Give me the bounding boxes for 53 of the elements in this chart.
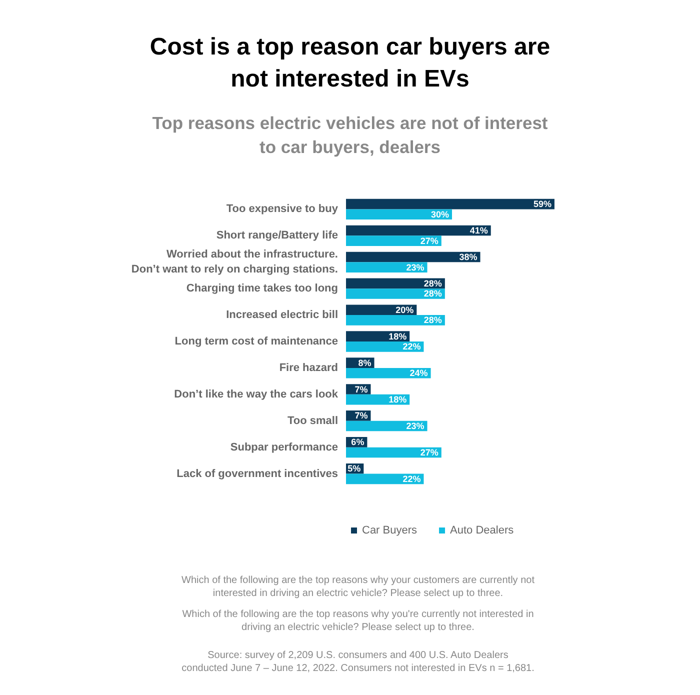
bar <box>346 252 480 262</box>
bar <box>346 236 442 246</box>
data-label: 22% <box>402 474 421 484</box>
y-tick-label: Worried about the infrastructure. Don’t want to rely on charging stations. <box>131 248 338 276</box>
data-label: 24% <box>410 368 428 378</box>
data-label: 6% <box>351 437 364 448</box>
bar <box>346 304 417 316</box>
data-label: 27% <box>420 447 438 458</box>
y-tick-label: Subpar performance <box>230 441 338 454</box>
data-label: 7% <box>354 384 368 394</box>
chart-title: Cost is a top reason car buyers are not interested in EVs <box>150 34 550 92</box>
data-label: 23% <box>406 421 424 432</box>
data-label: 28% <box>424 315 442 326</box>
bar <box>346 368 431 378</box>
bar <box>346 447 442 458</box>
y-tick-label: Charging time takes too long <box>186 282 338 295</box>
data-label: 18% <box>388 394 407 405</box>
y-tick-label: Fire hazard <box>279 362 338 374</box>
data-label: 30% <box>430 209 449 220</box>
data-label: 59% <box>533 199 552 210</box>
y-tick-label: Don’t like the way the cars look <box>174 388 339 400</box>
bar <box>346 225 491 236</box>
bar <box>346 209 452 220</box>
data-label: 38% <box>459 252 478 262</box>
bar <box>346 342 424 352</box>
bar <box>346 331 410 342</box>
data-label: 28% <box>424 288 442 299</box>
data-label: 5% <box>348 464 361 474</box>
data-label: 28% <box>424 278 442 288</box>
source-note: Source: survey of 2,209 U.S. consumers and 400 U.S. Auto Dealers conducted June 7 – June 12, 2022. Consumers not interested in EVs n = 1,681. <box>182 650 534 674</box>
data-label: 7% <box>354 410 368 421</box>
y-tick-label: Too expensive to buy <box>226 203 339 216</box>
data-label: 41% <box>470 226 488 236</box>
data-label: 20% <box>396 304 414 315</box>
data-label: 22% <box>402 342 421 352</box>
bar <box>346 315 445 326</box>
y-tick-label: Increased electric bill <box>226 309 338 322</box>
data-label: 8% <box>358 358 372 368</box>
y-tick-label: Lack of government incentives <box>176 468 338 480</box>
data-label: 18% <box>388 331 407 342</box>
data-label: 27% <box>420 236 438 246</box>
y-tick-label: Short range/Battery life <box>216 230 338 242</box>
bar <box>346 288 445 299</box>
legend-label: Car Buyers <box>362 524 418 536</box>
data-label: 23% <box>406 262 424 272</box>
text: Which of the following are the top reasons why your customers are currently not interested in driving an electric vehicle? Please select up to three. <box>182 575 535 599</box>
y-tick-label: Too small <box>287 414 338 427</box>
text: Which of the following are the top reasons why you're currently not interested in driving an electric vehicle? Please select up to three. <box>182 609 534 633</box>
bar <box>346 262 428 272</box>
y-tick-label: Long term cost of maintenance <box>174 336 338 348</box>
legend-label: Auto Dealers <box>450 524 514 536</box>
chart-subtitle: Top reasons electric vehicles are not of interest to car buyers, dealers <box>152 113 548 157</box>
bar <box>346 198 554 210</box>
